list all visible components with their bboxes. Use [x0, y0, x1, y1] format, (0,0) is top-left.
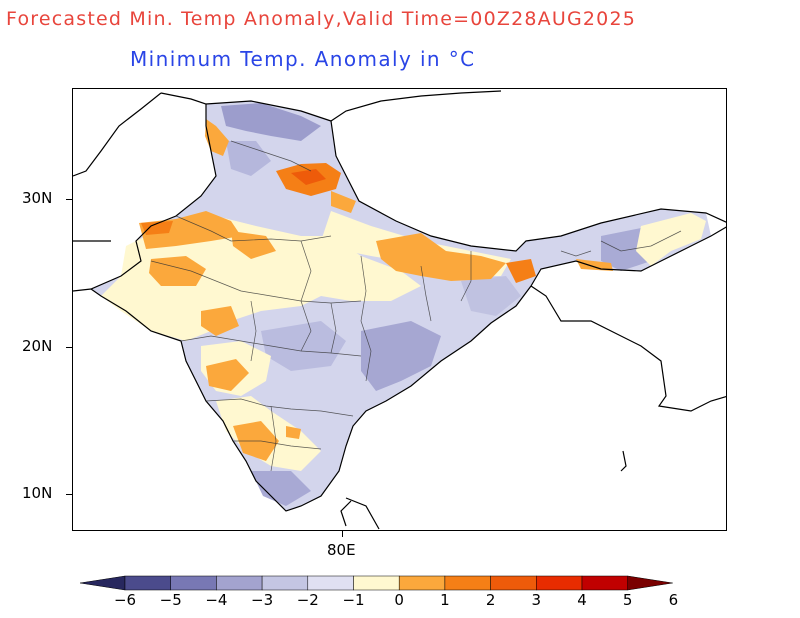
colorbar-label: 3 — [531, 591, 542, 609]
colorbar-label: 2 — [485, 591, 496, 609]
warm-blob-rajasthan — [149, 256, 206, 286]
colorbar-label: −2 — [296, 591, 319, 609]
colorbar-label: −1 — [342, 591, 365, 609]
warm-blob-kerala — [286, 426, 301, 439]
lon-label-80e: 80E — [327, 541, 356, 559]
cool-patch-north — [221, 103, 321, 141]
cool-patch-east — [361, 321, 441, 391]
neutral-zone-ne — [636, 213, 706, 266]
cool-patch-kashmir — [226, 141, 271, 176]
lat-label-10n: 10N — [22, 484, 53, 502]
warm-blob-bengal — [506, 259, 536, 283]
warm-blob-punjab-core — [141, 221, 173, 235]
cool-patch-bengal — [461, 276, 521, 316]
lat-label-30n: 30N — [22, 189, 53, 207]
colorbar-swatch — [307, 575, 354, 591]
colorbar-swatch-max — [627, 575, 673, 591]
state-borders — [150, 140, 682, 472]
colorbar-swatch — [536, 575, 583, 591]
warm-blob-bihar — [376, 233, 506, 281]
colorbar-label: 4 — [577, 591, 587, 609]
anomaly-map — [73, 90, 726, 530]
warm-blob-assam — [576, 259, 613, 271]
colorbar-swatch — [216, 575, 263, 591]
country-borders — [73, 90, 726, 530]
warm-blob-up — [331, 191, 356, 213]
map-panel — [72, 88, 727, 531]
colorbar-swatch — [398, 575, 446, 591]
figure-title: Forecasted Min. Temp Anomaly,Valid Time=… — [6, 8, 637, 30]
warm-blob-uk-core — [291, 169, 326, 185]
colorbar-swatch — [261, 575, 309, 591]
figure-subtitle: Minimum Temp. Anomaly in °C — [130, 47, 476, 71]
cool-patch-south — [251, 471, 311, 506]
colorbar-swatch — [124, 575, 171, 591]
colorbar-label: 1 — [440, 591, 450, 609]
tick-20n — [66, 347, 72, 348]
colorbar-swatch-min — [80, 575, 126, 591]
colorbar-label: −4 — [205, 591, 228, 609]
warm-blob-maha — [206, 359, 249, 391]
colorbar-label: 0 — [394, 591, 404, 609]
colorbar-swatch — [170, 575, 217, 591]
tick-10n — [66, 494, 72, 495]
colorbar — [80, 575, 673, 591]
colorbar-swatch — [490, 575, 537, 591]
colorbar-label: −5 — [159, 591, 182, 609]
colorbar-swatch — [353, 575, 400, 591]
warm-blob-mp — [231, 231, 276, 259]
colorbar-label: −3 — [251, 591, 274, 609]
colorbar-swatch — [581, 575, 628, 591]
warm-blob-guj — [201, 306, 239, 336]
lat-label-20n: 20N — [22, 337, 53, 355]
colorbar-label: −6 — [113, 591, 137, 609]
colorbar-swatch — [444, 575, 491, 591]
colorbar-label: 5 — [622, 591, 633, 609]
tick-30n — [66, 199, 72, 200]
tick-80e — [342, 531, 343, 537]
warm-blob-himachal — [205, 119, 229, 156]
colorbar-label: 6 — [668, 591, 679, 609]
